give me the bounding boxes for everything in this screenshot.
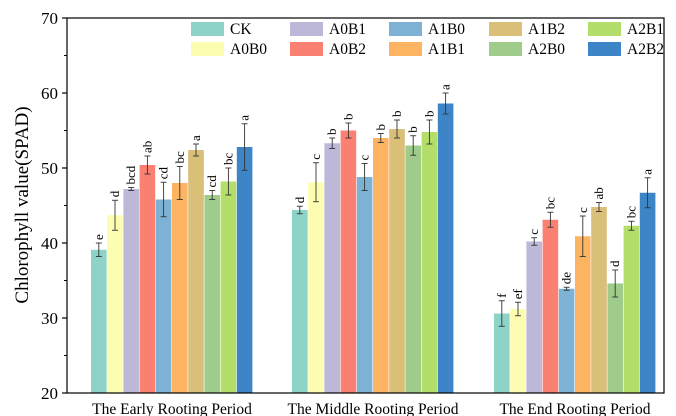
bar bbox=[405, 145, 421, 393]
legend-swatch bbox=[191, 42, 224, 56]
legend-label: A1B0 bbox=[428, 21, 465, 38]
significance-letter: c bbox=[308, 154, 323, 160]
bar bbox=[542, 219, 559, 393]
legend-label: A2B2 bbox=[627, 41, 664, 58]
legend-label: A0B0 bbox=[230, 41, 267, 58]
legend-label: A2B1 bbox=[627, 21, 664, 38]
bar bbox=[639, 192, 656, 393]
significance-letter: b bbox=[324, 129, 339, 136]
significance-letter: d bbox=[292, 196, 307, 203]
significance-letter: ef bbox=[510, 288, 525, 299]
significance-letter: b bbox=[373, 124, 388, 131]
bar bbox=[526, 241, 542, 393]
significance-letter: cd bbox=[156, 166, 171, 179]
significance-letter: de bbox=[559, 272, 574, 285]
legend-label: A1B1 bbox=[428, 41, 465, 58]
legend-swatch bbox=[389, 22, 422, 36]
significance-letter: a bbox=[640, 169, 655, 175]
bar bbox=[204, 195, 220, 393]
significance-letter: bc bbox=[172, 151, 187, 164]
legend-label: A2B0 bbox=[528, 41, 565, 58]
legend-swatch bbox=[588, 42, 621, 56]
legend-swatch bbox=[290, 22, 323, 36]
legend-label: CK bbox=[230, 21, 252, 38]
bar bbox=[623, 225, 640, 393]
bar bbox=[139, 165, 156, 393]
bar bbox=[292, 210, 308, 393]
bar bbox=[340, 130, 357, 393]
significance-letter: a bbox=[237, 115, 252, 121]
significance-letter: d bbox=[107, 190, 122, 197]
significance-letter: f bbox=[494, 293, 509, 298]
significance-letter: d bbox=[607, 260, 622, 267]
bar bbox=[91, 249, 107, 393]
significance-letter: ab bbox=[591, 187, 606, 199]
bar bbox=[356, 177, 373, 393]
legend-swatch bbox=[290, 42, 323, 56]
significance-letter: a bbox=[438, 84, 453, 90]
significance-letter: e bbox=[91, 234, 106, 240]
bar bbox=[188, 150, 204, 393]
x-tick-label: The End Rooting Period bbox=[499, 401, 650, 416]
bar bbox=[308, 182, 324, 393]
legend-swatch bbox=[588, 22, 621, 36]
bar bbox=[575, 236, 591, 393]
legend-swatch bbox=[389, 42, 422, 56]
significance-letter: b bbox=[405, 126, 420, 133]
legend-swatch bbox=[191, 22, 224, 36]
x-tick-label: The Early Rooting Period bbox=[92, 401, 252, 416]
bar bbox=[437, 103, 454, 393]
bar bbox=[123, 189, 139, 393]
bar bbox=[220, 181, 237, 393]
y-tick-label: 20 bbox=[41, 384, 58, 403]
bar bbox=[324, 143, 340, 393]
bar bbox=[421, 132, 438, 393]
bar bbox=[172, 183, 188, 393]
legend-swatch bbox=[489, 42, 522, 56]
significance-letter: cd bbox=[204, 175, 219, 188]
x-tick-label: The Middle Rooting Period bbox=[288, 401, 459, 416]
significance-letter: bc bbox=[542, 197, 557, 210]
significance-letter: a bbox=[188, 135, 203, 141]
significance-letter: b bbox=[389, 111, 404, 118]
bar bbox=[591, 207, 607, 393]
significance-letter: b bbox=[421, 111, 436, 118]
significance-letter: ab bbox=[139, 141, 154, 153]
significance-letter: c bbox=[575, 207, 590, 213]
bar bbox=[607, 283, 623, 393]
significance-letter: b bbox=[340, 114, 355, 121]
bar bbox=[155, 199, 172, 393]
legend-label: A0B1 bbox=[329, 21, 366, 38]
bar bbox=[236, 147, 253, 393]
legend-label: A1B2 bbox=[528, 21, 565, 38]
y-tick-label: 60 bbox=[41, 84, 58, 103]
bar bbox=[373, 138, 389, 393]
y-tick-label: 30 bbox=[41, 309, 58, 328]
y-tick-label: 50 bbox=[41, 159, 58, 178]
legend: CK A0B0 A0B1 A0B2 A1B0 A1B1 A1B2 A2B0 A2B1 A2B2 bbox=[191, 21, 664, 58]
significance-letter: bcd bbox=[123, 165, 138, 184]
y-tick-label: 40 bbox=[41, 234, 58, 253]
legend-swatch bbox=[489, 22, 522, 36]
ticks-layer: The Early Rooting Period The Middle Rooti… bbox=[41, 9, 651, 416]
legend-label: A0B2 bbox=[329, 41, 366, 58]
significance-letter: c bbox=[357, 155, 372, 161]
significance-letter: bc bbox=[623, 206, 638, 219]
bar bbox=[107, 215, 123, 393]
bar bbox=[558, 288, 575, 393]
bar bbox=[494, 313, 510, 393]
significance-letter: bc bbox=[220, 153, 235, 166]
bar bbox=[389, 129, 405, 393]
y-tick-label: 70 bbox=[41, 9, 58, 28]
significance-letter: c bbox=[526, 229, 541, 235]
y-axis-label: Chlorophyll value(SPAD) bbox=[12, 106, 33, 303]
bar bbox=[510, 309, 526, 393]
